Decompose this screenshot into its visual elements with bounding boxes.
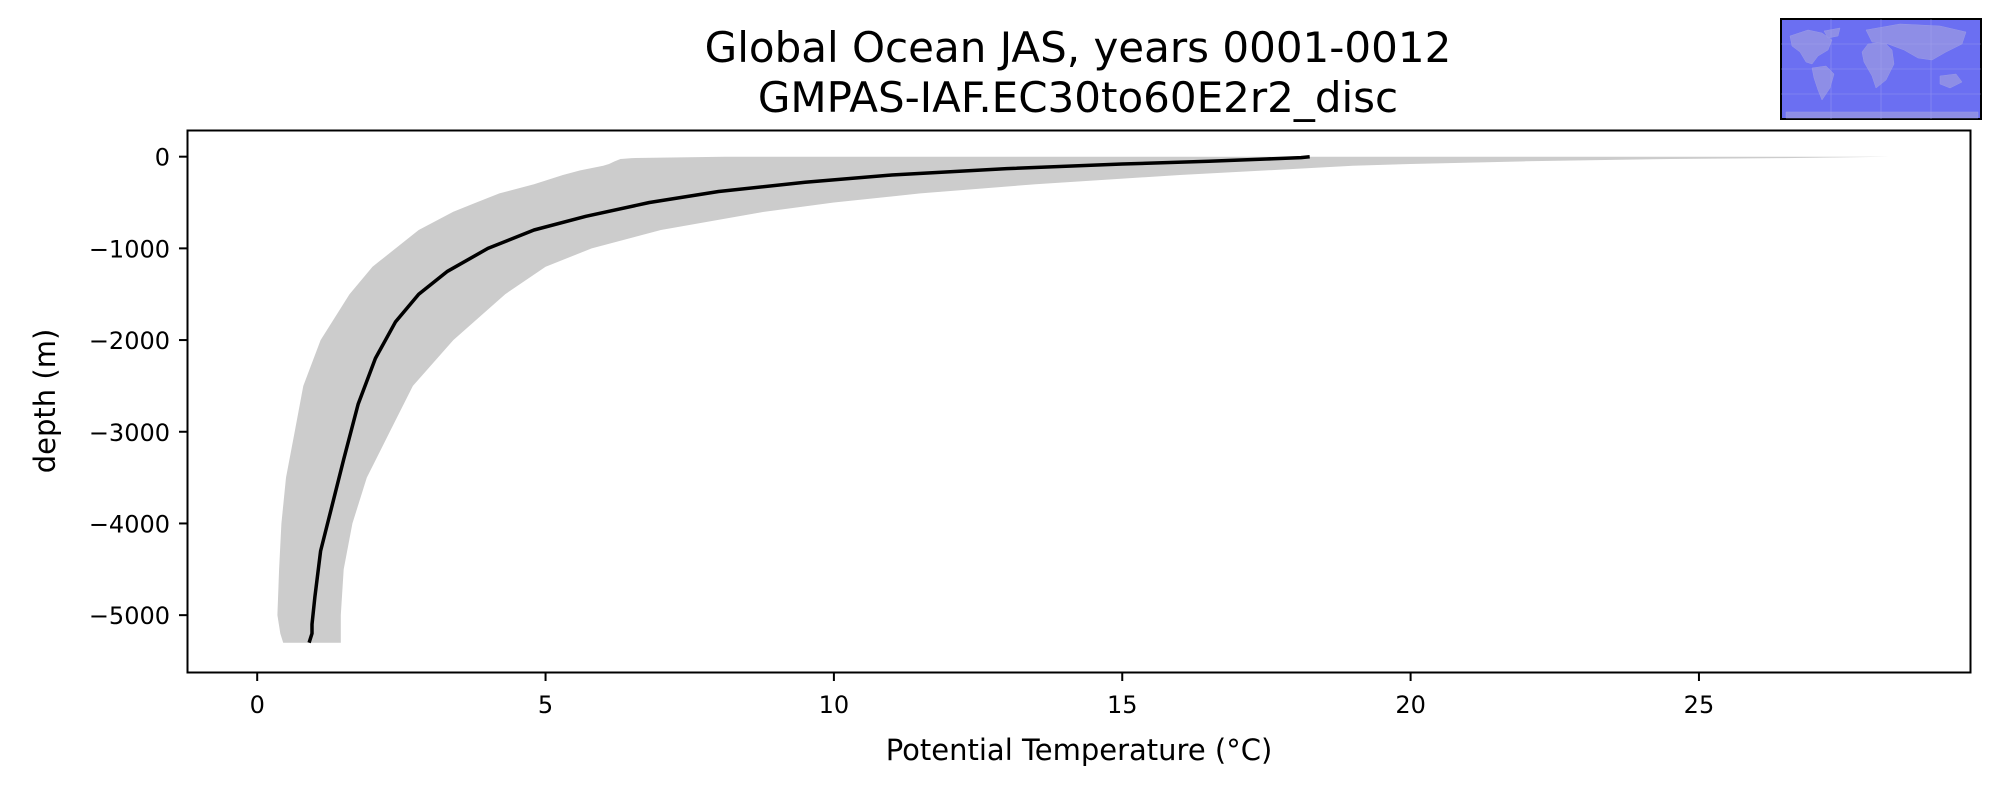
y-tick-label: −1000: [89, 235, 170, 263]
chart-title: Global Ocean JAS, years 0001-0012 GMPAS-…: [705, 23, 1452, 122]
inset-continent-eurasia: [1865, 23, 1967, 61]
chart-title-line-2: GMPAS-IAF.EC30to60E2r2_disc: [758, 73, 1398, 122]
x-tick-label: 10: [819, 691, 850, 719]
x-axis-label: Potential Temperature (°C): [886, 733, 1273, 767]
y-tick-label: −3000: [89, 419, 170, 447]
inset-land: [1785, 23, 1979, 119]
x-tick-label: 15: [1107, 691, 1138, 719]
inset-continent-antarctica: [1785, 111, 1979, 119]
spread-band: [277, 156, 1890, 643]
world-map-inset: [1780, 18, 1982, 120]
inset-graticule: [1781, 19, 1981, 119]
y-tick-label: −5000: [89, 602, 170, 630]
y-tick-label: −2000: [89, 327, 170, 355]
x-tick-label: 20: [1395, 691, 1426, 719]
x-tick-label: 25: [1684, 691, 1715, 719]
y-tick-label: −4000: [89, 510, 170, 538]
inset-continent-greenland: [1823, 27, 1841, 39]
x-axis: 0 5 10 15 20 25: [250, 672, 1715, 719]
chart-title-line-1: Global Ocean JAS, years 0001-0012: [705, 23, 1452, 72]
y-axis-label: depth (m): [28, 329, 62, 474]
plot-area: [277, 154, 1890, 644]
x-tick-label: 0: [250, 691, 265, 719]
inset-continent-australia: [1939, 73, 1963, 89]
y-axis: 0 −1000 −2000 −3000 −4000 −5000: [89, 144, 188, 630]
plot-frame: [186, 129, 1972, 674]
inset-continent-north-america: [1789, 29, 1833, 65]
x-tick-label: 5: [538, 691, 553, 719]
y-tick-label: 0: [155, 144, 170, 172]
mean-line: [307, 154, 1310, 644]
